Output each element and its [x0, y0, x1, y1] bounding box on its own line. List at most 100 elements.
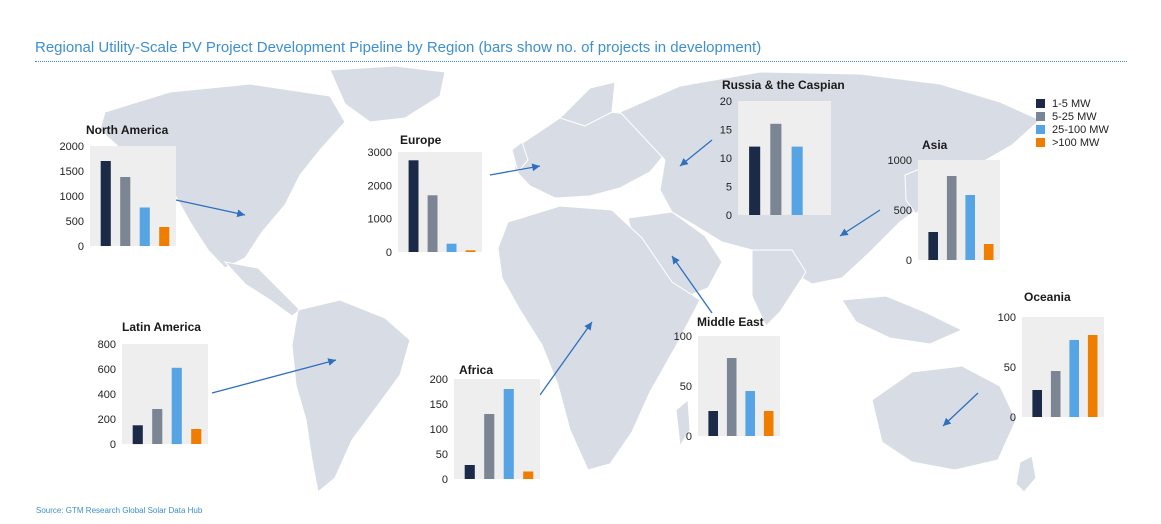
y-tick-label: 0 — [1010, 412, 1016, 423]
y-tick-label: 15 — [720, 125, 732, 137]
bar-100-mw — [1087, 335, 1098, 417]
legend-label: 25-100 MW — [1052, 123, 1109, 136]
y-tick-label: 600 — [98, 364, 116, 376]
y-tick-label: 0 — [906, 255, 912, 266]
y-tick-label: 400 — [98, 389, 116, 401]
north-america-chart: 0 500 1000 1500 2000 — [60, 141, 176, 252]
legend-swatch — [1036, 99, 1045, 108]
legend-item: 25-100 MW — [1036, 123, 1109, 136]
asia-chart: 0 500 1000 — [888, 155, 1000, 266]
region-title-middle-east: Middle East — [697, 315, 764, 329]
y-tick-label: 100 — [998, 312, 1016, 324]
bar-100-mw — [523, 471, 534, 479]
bar-1-5-mw — [749, 146, 761, 215]
bar-25-100-mw — [965, 195, 975, 260]
y-tick-label: 100 — [674, 331, 692, 343]
plot-area — [454, 379, 540, 479]
legend: 1-5 MW 5-25 MW 25-100 MW >100 MW — [1036, 97, 1109, 149]
bar-1-5-mw — [1032, 390, 1042, 417]
bar-1-5-mw — [100, 161, 111, 246]
oceania-chart: 0 50 100 — [998, 312, 1104, 423]
legend-label: >100 MW — [1052, 136, 1100, 149]
bar-100-mw — [465, 250, 476, 252]
landmass-central-america — [223, 261, 301, 317]
y-tick-label: 200 — [430, 374, 448, 386]
bar-25-100-mw — [171, 367, 182, 445]
bar-25-100-mw — [1069, 340, 1079, 417]
bar-1-5-mw — [708, 411, 718, 436]
russia-caspian-chart: 0 5 10 15 20 — [720, 96, 831, 221]
bar-5-25-mw — [427, 195, 438, 252]
title-divider — [35, 61, 1127, 62]
region-title-asia: Asia — [922, 138, 948, 152]
landmass-india — [751, 249, 807, 327]
bar-5-25-mw — [1050, 371, 1061, 417]
y-tick-label: 1000 — [888, 155, 912, 167]
chart-title: Regional Utility-Scale PV Project Develo… — [35, 39, 762, 56]
bar-5-25-mw — [770, 123, 782, 215]
landmass-scandinavia — [559, 81, 616, 127]
landmass-uk — [511, 141, 529, 174]
y-tick-label: 10 — [720, 153, 732, 165]
y-tick-label: 500 — [66, 216, 84, 228]
y-tick-label: 0 — [110, 439, 116, 450]
y-tick-label: 5 — [726, 182, 732, 194]
bar-1-5-mw — [464, 465, 475, 479]
y-tick-label: 150 — [430, 399, 448, 411]
y-tick-label: 50 — [680, 381, 692, 393]
bar-5-25-mw — [120, 177, 131, 246]
region-title-africa: Africa — [459, 363, 494, 377]
y-tick-label: 200 — [98, 414, 116, 426]
y-tick-label: 2000 — [368, 180, 392, 192]
bar-25-100-mw — [791, 146, 803, 215]
y-tick-label: 500 — [894, 205, 912, 217]
y-tick-label: 2000 — [60, 141, 84, 153]
bar-100-mw — [191, 429, 202, 444]
bar-25-100-mw — [139, 207, 150, 246]
legend-label: 1-5 MW — [1052, 97, 1091, 110]
europe-chart: 0 1000 2000 3000 — [368, 147, 482, 258]
landmass-southeast-asia — [841, 295, 964, 345]
legend-label: 5-25 MW — [1052, 110, 1097, 123]
bar-25-100-mw — [446, 243, 457, 252]
region-title-latin-america: Latin America — [122, 320, 201, 334]
y-tick-label: 50 — [436, 449, 448, 461]
y-tick-label: 0 — [78, 241, 84, 252]
bar-1-5-mw — [132, 425, 143, 445]
y-tick-label: 0 — [386, 247, 392, 258]
bar-100-mw — [763, 411, 774, 436]
bar-100-mw — [159, 227, 170, 246]
y-tick-label: 3000 — [368, 147, 392, 159]
y-tick-label: 0 — [442, 474, 448, 485]
bar-5-25-mw — [946, 176, 957, 260]
y-tick-label: 1000 — [368, 214, 392, 226]
y-tick-label: 0 — [686, 431, 692, 442]
landmass-africa — [497, 205, 701, 471]
legend-swatch — [1036, 125, 1045, 134]
y-tick-label: 20 — [720, 96, 732, 108]
landmass-madagascar — [675, 398, 691, 448]
legend-swatch — [1036, 112, 1045, 121]
y-tick-label: 100 — [430, 424, 448, 436]
africa-chart: 0 50 100 150 200 — [430, 374, 540, 485]
bar-5-25-mw — [484, 414, 495, 479]
y-tick-label: 1500 — [60, 166, 84, 178]
latin-america-chart: 0 200 400 600 800 — [98, 339, 208, 450]
y-tick-label: 50 — [1004, 362, 1016, 374]
legend-item: 5-25 MW — [1036, 110, 1109, 123]
region-title-oceania: Oceania — [1024, 290, 1071, 304]
legend-item: 1-5 MW — [1036, 97, 1109, 110]
bar-5-25-mw — [726, 358, 737, 436]
bar-5-25-mw — [152, 409, 163, 444]
bar-25-100-mw — [745, 391, 755, 436]
bar-1-5-mw — [928, 232, 938, 260]
y-tick-label: 1000 — [60, 191, 84, 203]
source-note: Source: GTM Research Global Solar Data H… — [36, 506, 203, 515]
y-tick-label: 800 — [98, 339, 116, 351]
middle-east-chart: 0 50 100 — [674, 331, 780, 442]
region-title-europe: Europe — [400, 133, 442, 147]
y-tick-label: 0 — [726, 210, 732, 221]
bar-25-100-mw — [503, 389, 514, 479]
legend-swatch — [1036, 138, 1045, 147]
